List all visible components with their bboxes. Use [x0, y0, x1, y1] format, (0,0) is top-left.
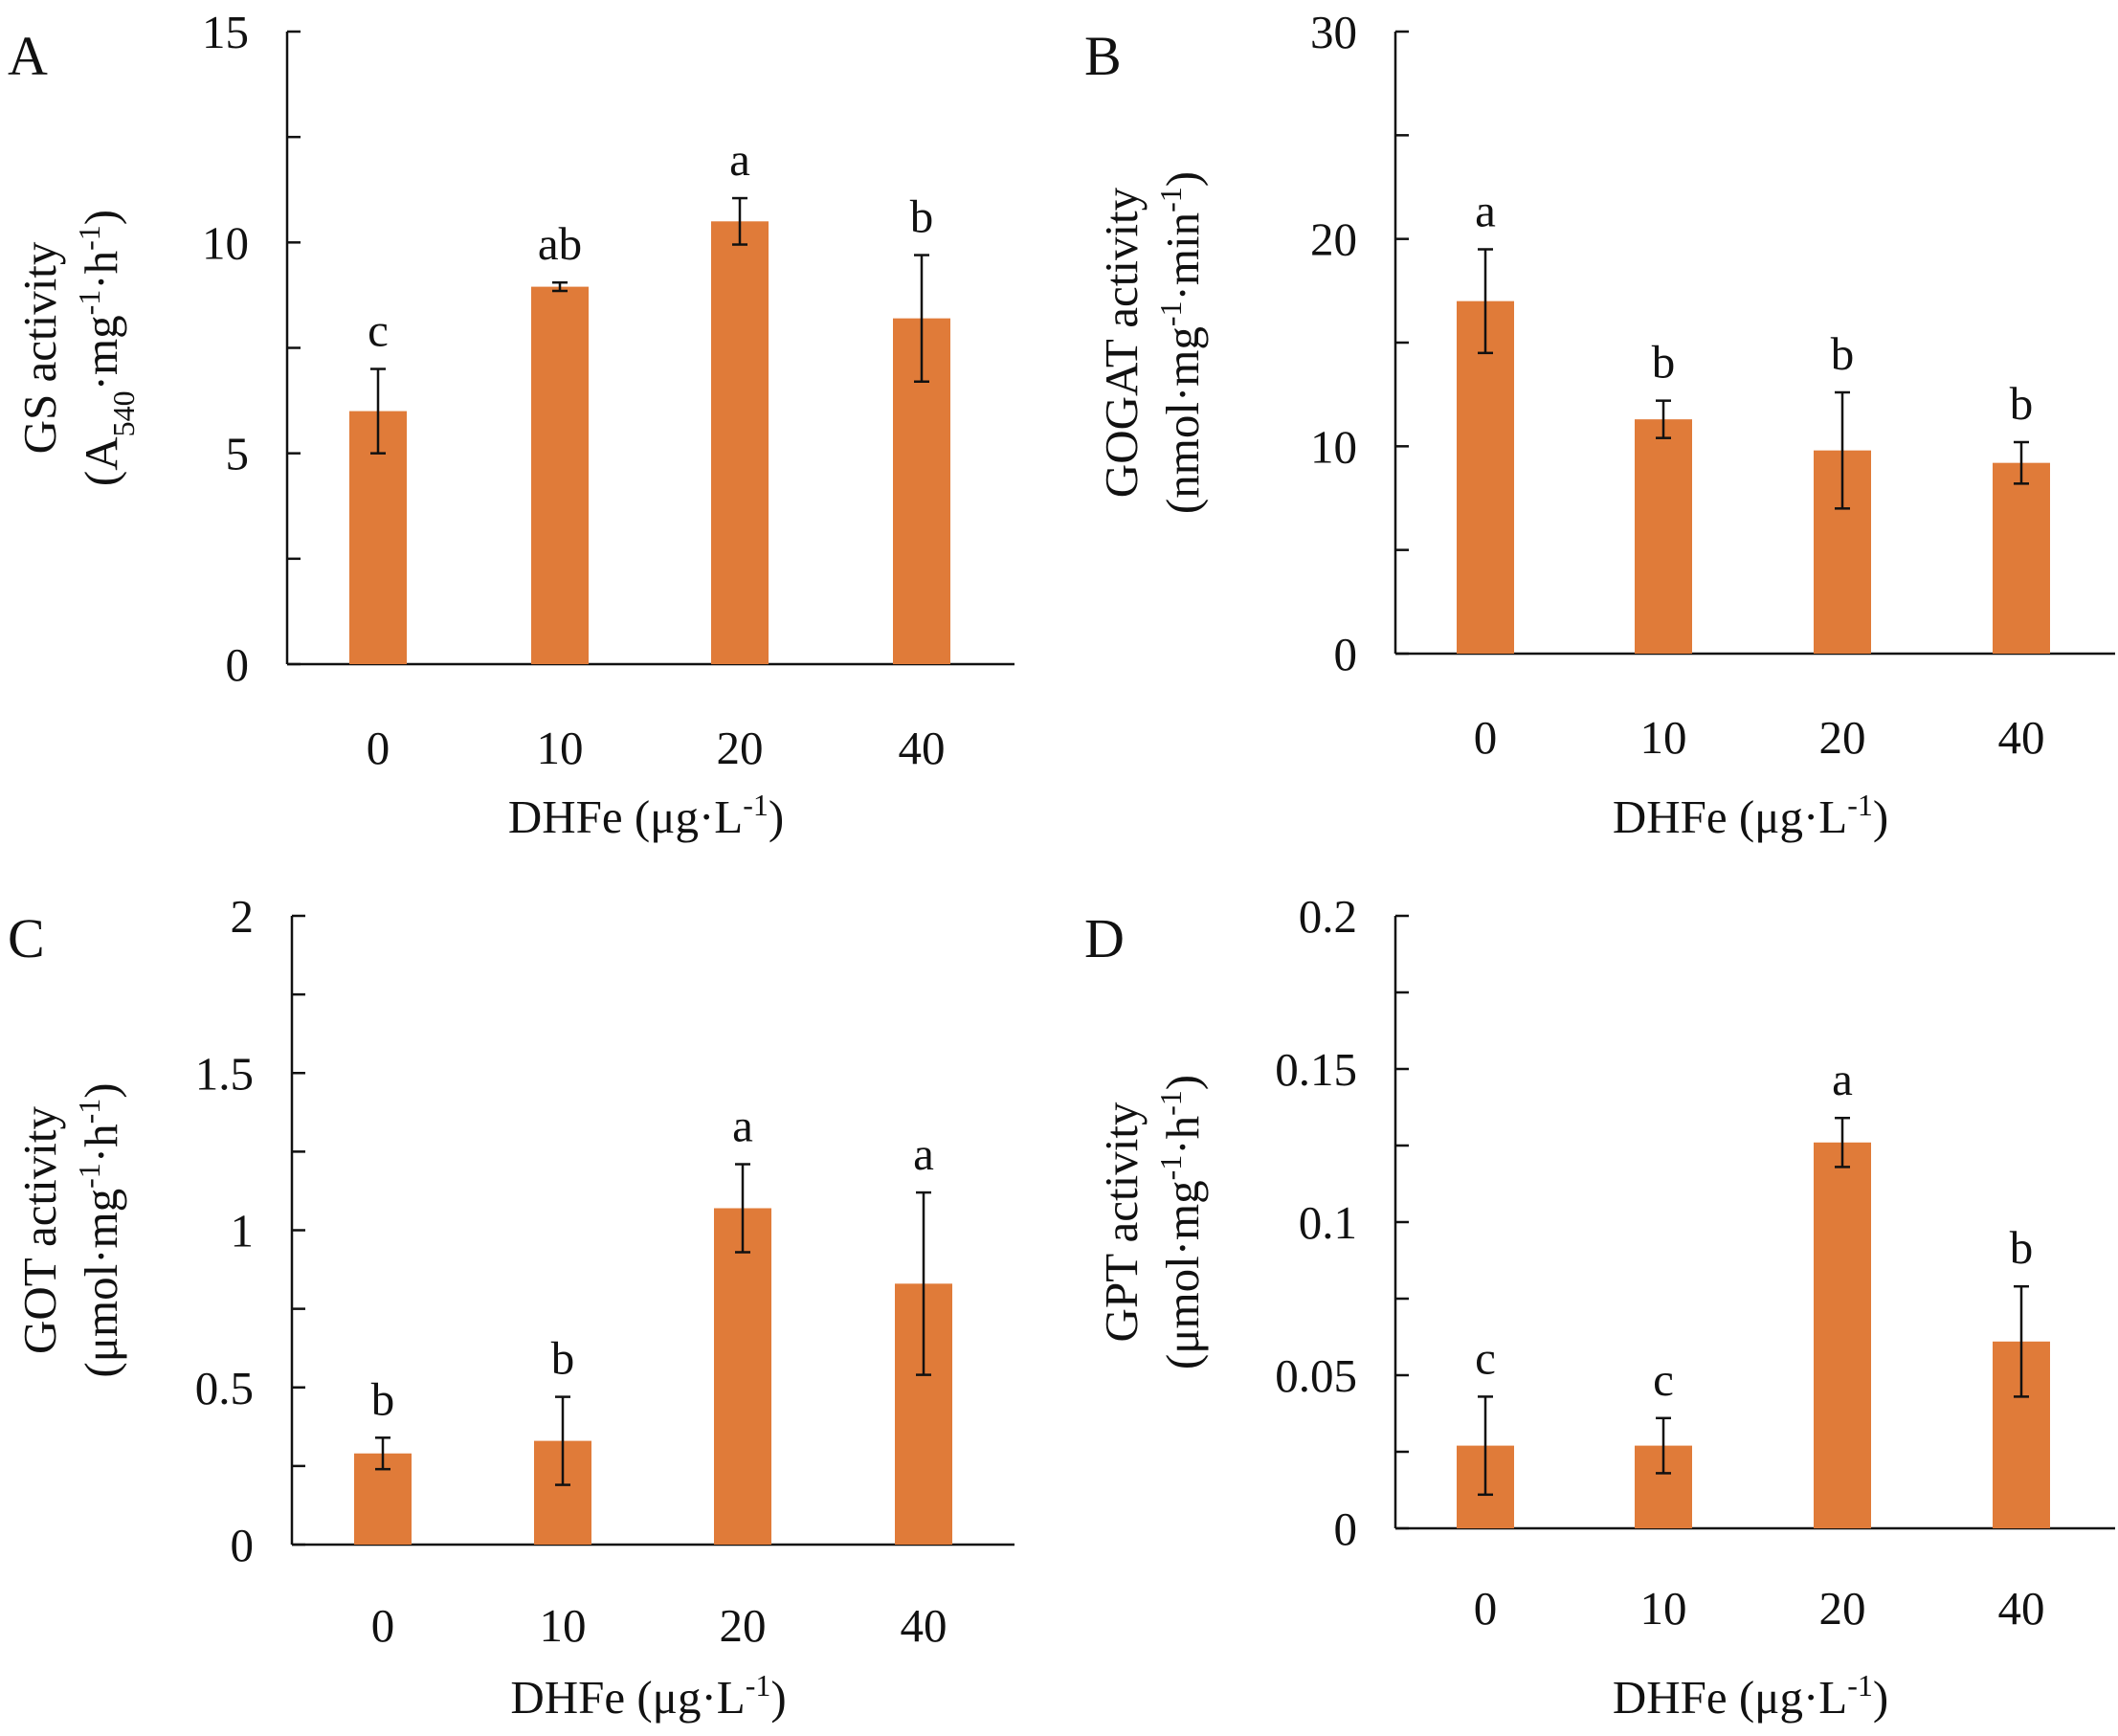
- y-tick-label: 0.15: [1275, 1043, 1357, 1096]
- significance-letter: a: [1832, 1053, 1853, 1105]
- panel-d: D 0 0.05 0.1 0.15 0.2 c 0 c 10 a 20 b 40 DHFe (μg·L-1)…: [1084, 890, 2115, 1724]
- y-axis-title-line1: GOT activity: [13, 1105, 66, 1354]
- x-tick-label: 20: [1819, 711, 1866, 764]
- y-axis-title-line2: (μmol·mg-1·h-1): [1153, 1075, 1209, 1369]
- x-tick-label: 10: [1640, 1582, 1687, 1635]
- y-tick-label: 0: [231, 1519, 255, 1571]
- y-tick-label: 10: [202, 216, 249, 269]
- significance-letter: b: [371, 1372, 395, 1425]
- y-tick-label: 0.2: [1299, 890, 1357, 943]
- bar: [711, 221, 769, 665]
- y-tick-label: 0: [1334, 1502, 1358, 1555]
- y-axis-title-line2: (μmol·mg-1·h-1): [72, 1082, 127, 1377]
- bar: [1635, 419, 1692, 654]
- bar: [531, 286, 589, 664]
- x-tick-label: 40: [901, 1599, 948, 1652]
- significance-letter: a: [729, 133, 750, 186]
- significance-letter: a: [913, 1127, 934, 1180]
- y-axis-title-line2: (A540·mg-1·h-1): [72, 210, 141, 486]
- x-tick-label: 0: [1474, 711, 1498, 764]
- significance-letter: b: [2010, 1221, 2034, 1274]
- panel-letter: D: [1084, 907, 1125, 969]
- y-axis-title-line1: GOGAT activity: [1095, 187, 1148, 498]
- y-tick-label: 5: [226, 428, 250, 480]
- y-tick-label: 2: [231, 890, 255, 943]
- x-tick-label: 20: [1819, 1582, 1866, 1635]
- x-tick-label: 40: [1998, 1582, 2045, 1635]
- x-tick-label: 0: [1474, 1582, 1498, 1635]
- y-tick-label: 15: [202, 6, 249, 58]
- y-tick-label: 0.05: [1275, 1349, 1357, 1402]
- significance-letter: b: [910, 190, 934, 243]
- panel-a: A 0 5 10 15 c 0 ab 10 a 20 b 40 DHFe (μg·L-1) GS activ…: [8, 6, 1014, 843]
- bar: [714, 1208, 771, 1545]
- bar: [1814, 1142, 1871, 1528]
- y-tick-label: 0.5: [195, 1362, 254, 1414]
- y-tick-label: 0: [1334, 628, 1358, 680]
- x-tick-label: 20: [720, 1599, 767, 1652]
- y-tick-label: 20: [1310, 213, 1357, 266]
- x-axis-title: DHFe (μg·L-1): [510, 1668, 786, 1724]
- significance-letter: b: [551, 1332, 575, 1385]
- significance-letter: a: [732, 1100, 753, 1152]
- x-tick-label: 10: [537, 722, 584, 774]
- y-tick-label: 10: [1310, 420, 1357, 473]
- y-tick-label: 1: [231, 1205, 255, 1257]
- panel-letter: A: [8, 25, 48, 87]
- significance-letter: b: [1831, 327, 1855, 380]
- y-axis-title-line2: (nmol·mg-1·min-1): [1153, 171, 1209, 514]
- x-tick-label: 20: [717, 722, 764, 774]
- y-axis-title-line1: GS activity: [13, 241, 66, 454]
- x-tick-label: 0: [371, 1599, 395, 1652]
- x-tick-label: 10: [1640, 711, 1687, 764]
- x-tick-label: 10: [540, 1599, 587, 1652]
- bar: [1993, 462, 2050, 654]
- panel-letter: C: [8, 907, 45, 969]
- panel-c: C 0 0.5 1 1.5 2 b 0 b 10 a 20 a 40 DHFe (μg·L-1) GOT ac…: [8, 890, 1014, 1724]
- y-tick-label: 1.5: [195, 1047, 254, 1100]
- bar: [1457, 300, 1514, 654]
- significance-letter: ab: [538, 217, 582, 270]
- panel-b: B 0 10 20 30 a 0 b 10 b 20 b 40 DHFe (μg·L-1) GOGAT ac…: [1084, 6, 2115, 843]
- x-tick-label: 0: [367, 722, 390, 774]
- x-tick-label: 40: [899, 722, 946, 774]
- y-tick-label: 0: [226, 638, 250, 691]
- significance-letter: b: [1652, 336, 1676, 389]
- significance-letter: c: [368, 304, 389, 357]
- y-axis-title-line1: GPT activity: [1095, 1102, 1148, 1342]
- significance-letter: c: [1653, 1353, 1674, 1406]
- x-axis-title: DHFe (μg·L-1): [1613, 788, 1888, 843]
- panel-letter: B: [1084, 25, 1122, 87]
- significance-letter: a: [1475, 185, 1496, 237]
- significance-letter: c: [1475, 1331, 1496, 1384]
- y-tick-label: 0.1: [1299, 1196, 1357, 1249]
- x-tick-label: 40: [1998, 711, 2045, 764]
- significance-letter: b: [2010, 377, 2034, 430]
- x-axis-title: DHFe (μg·L-1): [1613, 1668, 1888, 1724]
- x-axis-title: DHFe (μg·L-1): [508, 788, 784, 843]
- y-tick-label: 30: [1310, 6, 1357, 58]
